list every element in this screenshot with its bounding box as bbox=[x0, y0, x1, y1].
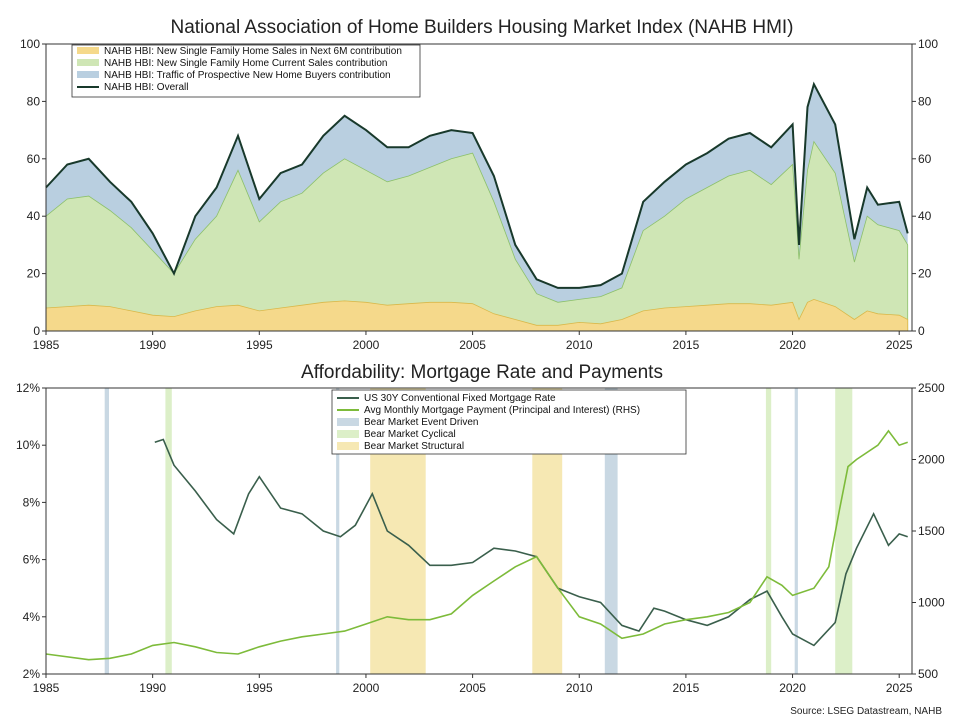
legend-label-monthly-payment: Avg Monthly Mortgage Payment (Principal … bbox=[364, 405, 640, 416]
bottom-y-left-tick-label: 12% bbox=[16, 381, 40, 395]
legend-swatch-bear-structural bbox=[337, 442, 359, 450]
legend-label-traffic: NAHB HBI: Traffic of Prospective New Hom… bbox=[104, 70, 391, 81]
legend-label-bear-structural: Bear Market Structural bbox=[364, 441, 464, 452]
shade-bear_event bbox=[794, 388, 798, 674]
bottom-y-left-tick-label: 2% bbox=[23, 667, 41, 681]
bottom-y-left-tick-label: 10% bbox=[16, 438, 40, 452]
top-x-tick-label: 1995 bbox=[246, 338, 273, 352]
top-y-right-tick-label: 20 bbox=[918, 267, 932, 281]
bottom-x-tick-label: 2015 bbox=[673, 681, 700, 695]
line-overall bbox=[45, 81, 909, 289]
bottom-y-left-tick-label: 4% bbox=[23, 610, 41, 624]
area-current_sales bbox=[45, 140, 909, 332]
bottom-y-right-tick-label: 500 bbox=[918, 667, 938, 681]
bottom-legend-box bbox=[331, 389, 687, 455]
top-chart-areas bbox=[45, 84, 909, 332]
top-chart-frame bbox=[45, 43, 913, 332]
top-chart-overall-line bbox=[45, 81, 909, 289]
legend-label-mortgage-rate: US 30Y Conventional Fixed Mortgage Rate bbox=[364, 393, 556, 404]
shade-bear_event bbox=[604, 388, 618, 674]
legend-swatch-bear-cyclical bbox=[337, 430, 359, 438]
bottom-x-tick-label: 2000 bbox=[353, 681, 380, 695]
shade-bear_cyclical bbox=[165, 388, 172, 674]
bottom-y-right-tick-label: 2000 bbox=[918, 453, 945, 467]
legend-label-bear-cyclical: Bear Market Cyclical bbox=[364, 429, 456, 440]
bottom-chart-legend: US 30Y Conventional Fixed Mortgage Rate … bbox=[331, 389, 687, 455]
shade-bear_cyclical bbox=[835, 388, 853, 674]
top-y-right-tick-label: 100 bbox=[918, 37, 938, 51]
bottom-x-tick-label: 2010 bbox=[566, 681, 593, 695]
bottom-y-left-tick-label: 8% bbox=[23, 495, 41, 509]
bottom-x-tick-label: 1995 bbox=[246, 681, 273, 695]
top-x-tick-label: 2000 bbox=[353, 338, 380, 352]
bottom-y-right-tick-label: 1000 bbox=[918, 596, 945, 610]
legend-label-bear-event: Bear Market Event Driven bbox=[364, 417, 479, 428]
bottom-y-right-tick-label: 1500 bbox=[918, 524, 945, 538]
bottom-x-tick-label: 2005 bbox=[459, 681, 486, 695]
legend-swatch-traffic bbox=[77, 71, 99, 78]
bottom-chart-title: Affordability: Mortgage Rate and Payment… bbox=[301, 362, 663, 383]
bottom-x-tick-label: 2020 bbox=[779, 681, 806, 695]
top-x-tick-label: 2005 bbox=[459, 338, 486, 352]
top-y-left-tick-label: 40 bbox=[27, 209, 41, 223]
top-y-left-tick-label: 20 bbox=[27, 267, 41, 281]
source-note: Source: LSEG Datastream, NAHB bbox=[790, 706, 942, 717]
top-x-tick-label: 1990 bbox=[139, 338, 166, 352]
top-y-left-tick-label: 0 bbox=[33, 324, 40, 338]
top-y-left-tick-label: 100 bbox=[20, 37, 40, 51]
top-y-right-tick-label: 40 bbox=[918, 209, 932, 223]
top-y-right-tick-label: 80 bbox=[918, 94, 932, 108]
bottom-chart-ticks: 1985 1990 1995 2000 2005 2010 2015 2020 2025 2% 4%… bbox=[16, 381, 945, 695]
top-y-left-tick-label: 60 bbox=[27, 152, 41, 166]
top-x-tick-label: 2010 bbox=[566, 338, 593, 352]
bottom-x-tick-label: 2025 bbox=[886, 681, 913, 695]
top-y-right-tick-label: 60 bbox=[918, 152, 932, 166]
bottom-y-right-tick-label: 2500 bbox=[918, 381, 945, 395]
area-new_sales_6m bbox=[45, 298, 909, 332]
legend-label-new-sales-6m: NAHB HBI: New Single Family Home Sales i… bbox=[104, 46, 402, 57]
top-legend-box bbox=[71, 44, 421, 98]
bottom-x-tick-label: 1985 bbox=[33, 681, 60, 695]
bottom-chart-lines bbox=[45, 429, 908, 661]
legend-swatch-bear-event bbox=[337, 418, 359, 426]
bottom-x-tick-label: 1990 bbox=[139, 681, 166, 695]
top-x-tick-label: 1985 bbox=[33, 338, 60, 352]
line-monthly_payment bbox=[45, 429, 908, 661]
bottom-y-left-tick-label: 6% bbox=[23, 553, 41, 567]
top-chart-legend: NAHB HBI: New Single Family Home Sales i… bbox=[71, 44, 421, 98]
top-y-right-tick-label: 0 bbox=[918, 324, 925, 338]
shade-bear_event bbox=[104, 388, 109, 674]
top-x-tick-label: 2015 bbox=[673, 338, 700, 352]
top-x-tick-label: 2025 bbox=[886, 338, 913, 352]
shade-bear_event bbox=[336, 388, 340, 674]
shade-bear_cyclical bbox=[765, 388, 772, 674]
top-x-tick-label: 2020 bbox=[779, 338, 806, 352]
legend-label-overall: NAHB HBI: Overall bbox=[104, 82, 188, 93]
legend-swatch-current-sales bbox=[77, 59, 99, 66]
legend-label-current-sales: NAHB HBI: New Single Family Home Current… bbox=[104, 58, 387, 69]
top-chart-title: National Association of Home Builders Ho… bbox=[170, 17, 793, 38]
legend-swatch-new-sales-6m bbox=[77, 47, 99, 54]
top-y-left-tick-label: 80 bbox=[27, 94, 41, 108]
